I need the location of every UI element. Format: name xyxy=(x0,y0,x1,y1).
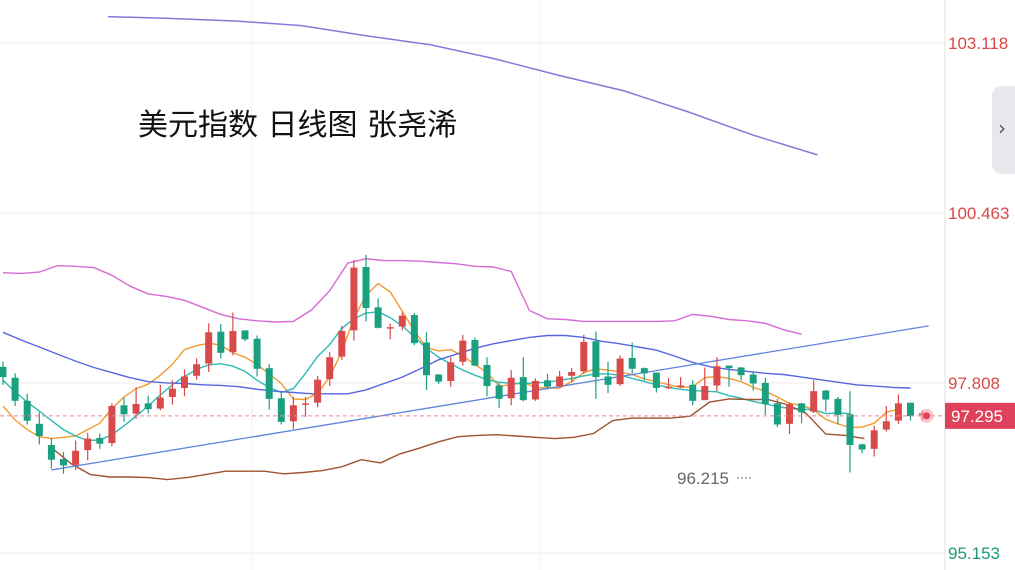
candle-body xyxy=(531,380,539,400)
candle-body xyxy=(544,380,551,387)
candle-body xyxy=(447,362,455,381)
candle-body xyxy=(241,330,249,340)
candle-body xyxy=(628,357,636,369)
candle-body xyxy=(459,340,467,362)
candle-body xyxy=(556,376,564,387)
y-tick-label: 97.808 xyxy=(948,374,1000,393)
side-panel-toggle[interactable]: › xyxy=(992,86,1015,174)
candle-body xyxy=(84,438,92,451)
candle-body xyxy=(749,374,757,384)
candle-body xyxy=(11,377,19,401)
candle-body xyxy=(289,405,297,422)
candle-body xyxy=(761,382,769,405)
candle-body xyxy=(265,368,273,399)
chevron-right-icon: › xyxy=(998,116,1006,140)
candle-body xyxy=(786,404,793,424)
candle-body xyxy=(580,341,588,372)
candle-body xyxy=(156,397,164,409)
y-tick-label: 103.118 xyxy=(948,34,1008,53)
candle-body xyxy=(568,371,576,376)
candle-body xyxy=(60,459,67,466)
candle-body xyxy=(822,390,830,400)
candle-body xyxy=(604,376,612,385)
candle-body xyxy=(652,372,660,388)
candle-body xyxy=(23,400,31,421)
candle-body xyxy=(798,403,806,413)
candle-body xyxy=(217,331,225,353)
candle-body xyxy=(314,379,322,403)
candle-body xyxy=(616,358,624,385)
candle-body xyxy=(0,366,7,378)
candle-body xyxy=(435,374,443,382)
candle-body xyxy=(483,364,491,387)
candle-body xyxy=(519,377,527,401)
annotations: 97.295 96.215 xyxy=(0,402,1015,488)
candle-body xyxy=(229,331,237,353)
candle-body xyxy=(96,437,104,444)
candle-body xyxy=(120,405,128,415)
candle-body xyxy=(374,307,382,328)
candle-body xyxy=(495,385,503,399)
candle-body xyxy=(592,341,600,378)
candle-body xyxy=(907,402,914,417)
candle-body xyxy=(701,386,709,401)
candle-body xyxy=(35,423,43,437)
candle-body xyxy=(689,384,697,401)
candle-body xyxy=(846,414,854,445)
candle-body xyxy=(471,339,479,366)
candle-body xyxy=(47,444,55,460)
candle-body xyxy=(277,398,285,422)
candles xyxy=(0,254,927,474)
candle-body xyxy=(398,315,406,327)
series-line xyxy=(2,331,911,395)
candle-body xyxy=(302,403,309,405)
candle-body xyxy=(386,327,394,329)
candle-body xyxy=(507,377,515,399)
y-tick-label: 100.463 xyxy=(948,204,1009,223)
candle-body xyxy=(362,266,370,308)
candle-body xyxy=(181,376,188,388)
current-price-label: 97.295 xyxy=(951,407,1003,426)
candle-body xyxy=(338,331,346,357)
current-price-tag xyxy=(945,402,1015,429)
candle-body xyxy=(144,403,152,410)
candle-body xyxy=(640,368,648,374)
candle-body xyxy=(713,366,721,386)
chart-title: 美元指数 日线图 张尧浠 xyxy=(138,108,458,143)
low-label: 96.215 xyxy=(677,469,729,488)
candle-body xyxy=(870,430,878,449)
candle-body xyxy=(326,357,334,380)
candle-body xyxy=(737,367,745,376)
y-tick-label: 95.153 xyxy=(948,544,1000,563)
candle-body xyxy=(132,404,140,414)
candle-body xyxy=(72,450,80,465)
candle-body xyxy=(725,365,733,369)
candle-body xyxy=(834,398,842,415)
candle-body xyxy=(253,338,261,369)
price-axis: 103.118 100.463 97.808 95.153 xyxy=(948,34,1009,563)
candle-body xyxy=(410,315,418,344)
trendline xyxy=(51,325,929,471)
candle-body xyxy=(665,386,672,389)
grid xyxy=(0,0,946,570)
candle-body xyxy=(168,388,176,397)
candle-body xyxy=(350,267,358,331)
candle-body xyxy=(773,403,781,425)
candle-body xyxy=(882,421,890,430)
series-line xyxy=(107,15,818,156)
series-line xyxy=(2,257,802,335)
series-line xyxy=(50,398,865,481)
candle-body xyxy=(205,332,213,364)
candle-body xyxy=(423,342,430,376)
candle-body xyxy=(193,364,201,376)
candle-body xyxy=(108,405,116,444)
current-price-dot xyxy=(923,412,931,420)
candle-body xyxy=(858,444,866,450)
candle-body xyxy=(894,403,902,421)
candle-body xyxy=(677,385,685,387)
candle-body xyxy=(810,391,818,412)
